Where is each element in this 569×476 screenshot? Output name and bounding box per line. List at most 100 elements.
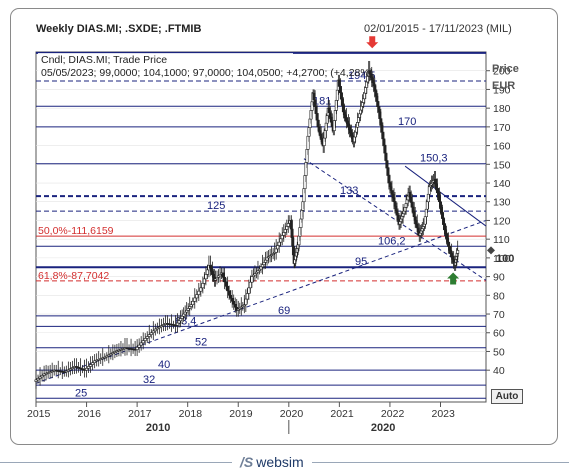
candle-body xyxy=(244,298,248,305)
y-tick-label: 130 xyxy=(493,197,511,209)
level-label: 32 xyxy=(143,374,155,386)
candle-body xyxy=(91,362,95,365)
candle-body xyxy=(111,352,115,355)
y-tick-label: 40 xyxy=(493,365,505,377)
level-label: 133 xyxy=(340,185,358,197)
candle-body xyxy=(38,376,42,379)
candle-body xyxy=(247,287,251,294)
candle-body xyxy=(87,366,91,369)
candle-body xyxy=(177,320,181,324)
level-label: 181 xyxy=(313,95,331,107)
candle-body xyxy=(89,364,93,367)
x-tick-label: 2019 xyxy=(229,408,253,420)
candle-body xyxy=(64,370,68,373)
candle-body xyxy=(277,241,281,246)
x-tick-label: 2023 xyxy=(431,408,455,420)
y-tick-label: 90 xyxy=(493,272,505,284)
level-label: 52 xyxy=(195,337,207,349)
legend-line-2: 05/05/2023; 99,0000; 104,1000; 97,0000; … xyxy=(41,67,373,79)
candle-body xyxy=(274,248,278,253)
x-tick-label: 2016 xyxy=(78,408,102,420)
level-label: 40 xyxy=(158,359,170,371)
candle-body xyxy=(276,245,280,250)
candle-body xyxy=(139,342,143,346)
x-tick-label: 2022 xyxy=(381,408,405,420)
websim-logo: /S websim xyxy=(232,454,312,470)
candle-body xyxy=(248,281,252,289)
level-label: 106,2 xyxy=(378,235,406,247)
y-tick-label: 70 xyxy=(493,309,505,321)
y-tick-label: 110 xyxy=(493,234,510,246)
candle-body xyxy=(221,272,225,278)
candle-body xyxy=(105,355,109,358)
candle-body xyxy=(153,328,157,332)
down-arrow-icon xyxy=(366,36,379,49)
legend-box xyxy=(38,53,293,80)
y-tick-label: 150 xyxy=(493,159,511,171)
candle-body xyxy=(280,235,284,240)
candle-body xyxy=(34,379,38,382)
candle-body xyxy=(195,294,199,299)
candle-body xyxy=(265,257,269,261)
candle-body xyxy=(157,326,161,329)
candle-body xyxy=(159,325,163,328)
x-decade-label: 2020 xyxy=(371,422,395,434)
y-tick-label: 50 xyxy=(493,346,505,358)
candle-body xyxy=(223,277,227,283)
y-axis-unit: EUR xyxy=(492,80,515,92)
candle-body xyxy=(199,287,203,292)
candle-body xyxy=(261,264,265,268)
candle-body xyxy=(155,327,159,330)
candle-body xyxy=(135,347,139,350)
legend-line-1: Cndl; DIAS.MI; Trade Price xyxy=(41,54,167,66)
fibonacci-label: 50,0%-111,6159 xyxy=(38,225,114,237)
trendline xyxy=(404,165,487,227)
candle-body xyxy=(93,360,97,363)
x-tick-label: 2018 xyxy=(179,408,203,420)
x-tick-label: 2020 xyxy=(280,408,304,420)
websim-logo-mark: /S xyxy=(240,454,254,470)
candle-body xyxy=(282,232,286,236)
y-tick-label: 60 xyxy=(493,328,505,340)
y-tick-label: 180 xyxy=(493,103,511,115)
candle-body xyxy=(191,301,195,305)
current-value-marker xyxy=(487,246,495,255)
x-tick-label: 2021 xyxy=(330,408,354,420)
y-tick-label: 190 xyxy=(493,84,511,96)
level-label: 95 xyxy=(355,256,367,268)
candle-body xyxy=(36,378,40,381)
level-label: 150,3 xyxy=(420,153,448,165)
candle-body xyxy=(182,313,186,317)
candle-body xyxy=(68,368,72,371)
candle-body xyxy=(143,338,147,341)
auto-scale-button[interactable]: Auto xyxy=(491,389,523,404)
candle-body xyxy=(456,250,460,254)
candle-body xyxy=(109,353,113,356)
candle-body xyxy=(147,334,151,337)
footer: /S websim xyxy=(0,452,569,476)
candle-body xyxy=(283,229,287,233)
y-tick-label: 160 xyxy=(493,141,511,153)
candle-body xyxy=(202,278,206,284)
candle-body xyxy=(107,354,111,357)
candle-body xyxy=(227,290,231,296)
fibonacci-label: 61,8%-87,7042 xyxy=(38,270,109,282)
candle-body xyxy=(233,303,237,308)
candle-body xyxy=(151,330,155,334)
candle-body xyxy=(176,322,180,326)
candle-body xyxy=(262,262,266,265)
y-axis-title: Price xyxy=(492,63,519,75)
candle-body xyxy=(180,315,184,319)
candle-body xyxy=(226,286,230,292)
candle-body xyxy=(250,276,254,283)
websim-logo-text: websim xyxy=(256,454,304,470)
level-label: 25 xyxy=(75,387,87,399)
candle-body xyxy=(137,344,141,348)
candle-body xyxy=(103,356,107,359)
candle-body xyxy=(230,298,234,302)
candle-body xyxy=(113,351,117,353)
y-tick-label: 170 xyxy=(493,122,511,134)
price-chart: 194,5181170150,3133125106,2956963,452403… xyxy=(27,36,519,434)
candle-body xyxy=(201,283,205,289)
candle-body xyxy=(224,281,228,287)
